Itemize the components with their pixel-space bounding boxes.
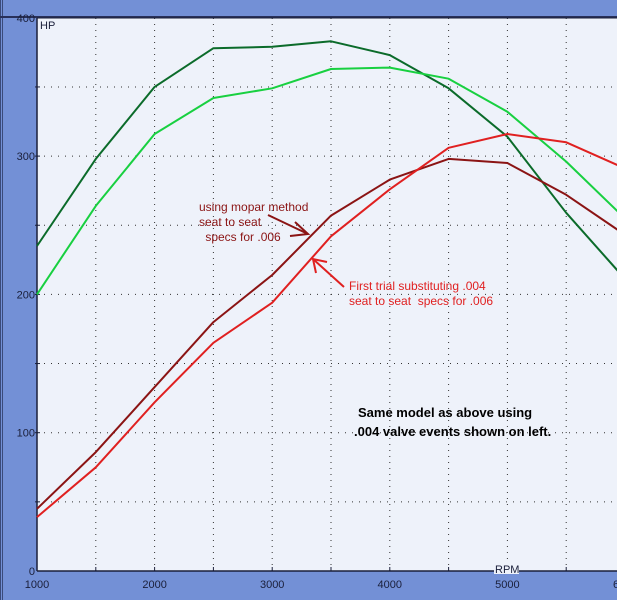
plot-area bbox=[37, 18, 617, 571]
annotation-first-trial-line-2: seat to seat specs for .006 bbox=[349, 294, 493, 308]
window-top-border bbox=[0, 16, 617, 18]
x-tick-label: 6 bbox=[613, 579, 617, 591]
x-tick-label: 2000 bbox=[142, 579, 166, 591]
arrow-mopar-icon bbox=[267, 214, 311, 237]
annotation-first-trial: First trial substituting .004 seat to se… bbox=[311, 257, 493, 308]
window-left-border bbox=[0, 0, 3, 600]
series-line-0 bbox=[36, 40, 617, 272]
axes bbox=[36, 17, 617, 572]
annotation-mopar-line-3: specs for .006 bbox=[202, 230, 281, 244]
y-axis-title: HP bbox=[40, 20, 55, 32]
y-tick-label: 200 bbox=[17, 289, 35, 301]
series-line-2 bbox=[36, 157, 617, 510]
series-lines bbox=[36, 40, 617, 518]
x-tick-labels: 1000 2000 3000 4000 5000 6 bbox=[25, 579, 617, 591]
x-tick-label: 1000 bbox=[25, 579, 49, 591]
annotation-mopar-line-1: using mopar method bbox=[199, 200, 308, 214]
annotation-same-model-line-1: Same model as above using bbox=[358, 405, 532, 420]
x-tick-label: 3000 bbox=[260, 579, 284, 591]
y-tick-labels: 0 100 200 300 400 bbox=[17, 13, 35, 578]
y-tick-label: 300 bbox=[17, 151, 35, 163]
arrow-first-trial-icon bbox=[311, 257, 345, 288]
y-tick-label: 400 bbox=[17, 13, 35, 25]
x-tick-label: 4000 bbox=[378, 579, 402, 591]
x-axis-title-bg bbox=[494, 563, 519, 574]
annotation-mopar-method: using mopar method seat to seat specs fo… bbox=[199, 200, 311, 244]
annotation-same-model: Same model as above using .004 valve eve… bbox=[354, 405, 551, 439]
annotation-same-model-line-2: .004 valve events shown on left. bbox=[354, 424, 551, 439]
y-tick-label: 0 bbox=[29, 566, 35, 578]
y-tick-label: 100 bbox=[17, 428, 35, 440]
series-line-1 bbox=[36, 66, 617, 295]
annotation-first-trial-line-1: First trial substituting .004 bbox=[349, 279, 486, 293]
gridlines bbox=[35, 18, 617, 571]
x-axis-title: RPM bbox=[495, 564, 519, 576]
x-tick-label: 5000 bbox=[495, 579, 519, 591]
series-line-3 bbox=[36, 133, 617, 518]
annotation-mopar-line-2: seat to seat bbox=[199, 215, 262, 229]
